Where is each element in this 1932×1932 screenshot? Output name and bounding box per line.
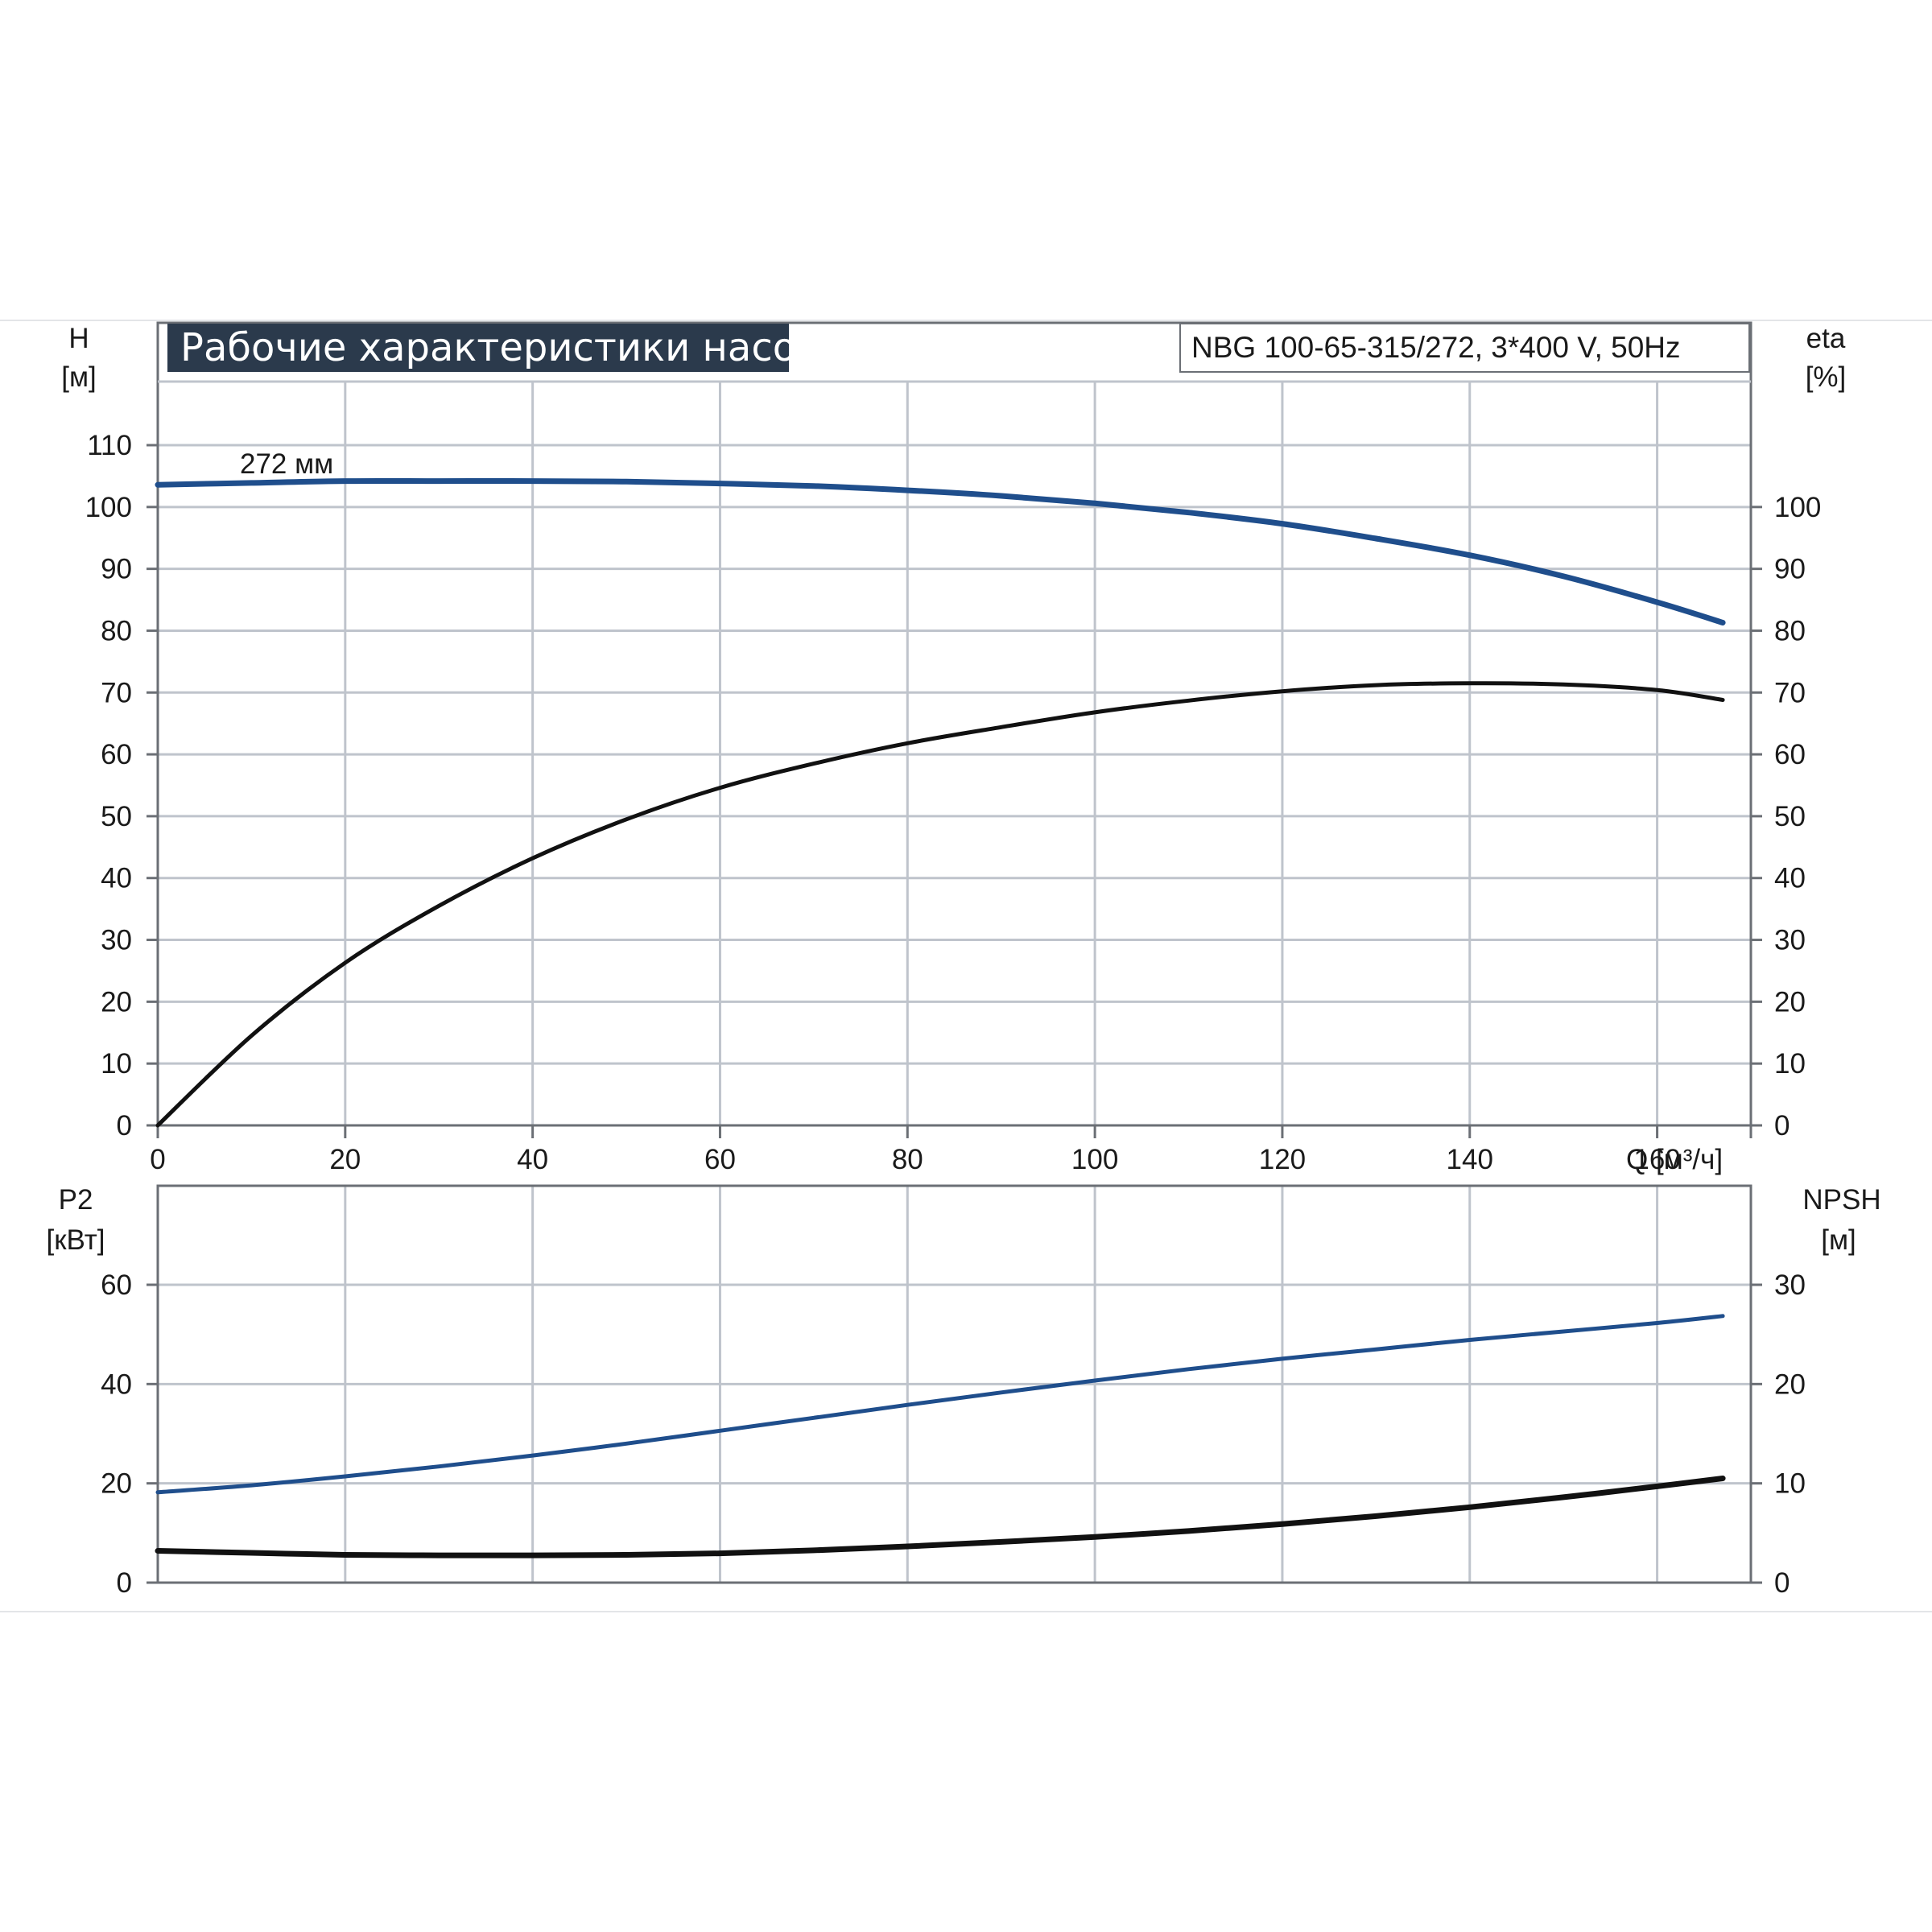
lower-grid	[158, 1186, 1752, 1583]
upper-left-tick-label: 40	[101, 863, 132, 894]
lower-right-axis-unit: [м]	[1821, 1224, 1856, 1256]
upper-right-tick-label: 50	[1774, 801, 1806, 832]
upper-left-tick-label: 70	[101, 677, 132, 708]
x-tick-label: 20	[329, 1144, 361, 1175]
model-label-box	[1179, 323, 1750, 373]
x-axis-ticks: 0 20 40 60 80 100 120 140 160	[150, 1125, 1752, 1175]
curve-annotation: 272 мм	[240, 448, 333, 480]
upper-left-tick-label: 50	[101, 801, 132, 832]
efficiency-curve	[155, 681, 1725, 1128]
upper-right-tick-label: 0	[1774, 1110, 1790, 1141]
x-axis-label: Q [м³/ч]	[1626, 1144, 1723, 1175]
npsh-curve	[155, 1476, 1726, 1558]
lower-left-axis-unit: [кВт]	[47, 1224, 105, 1256]
lower-left-tick-label: 20	[101, 1468, 132, 1500]
x-tick-label: 100	[1071, 1144, 1118, 1175]
upper-right-tick-label: 10	[1774, 1048, 1806, 1080]
upper-left-tick-label: 20	[101, 986, 132, 1018]
upper-right-tick-label: 20	[1774, 986, 1806, 1018]
x-tick-label: 140	[1447, 1144, 1493, 1175]
upper-right-tick-label: 30	[1774, 925, 1806, 956]
chart-title: Рабочие характеристики насоса	[180, 325, 841, 370]
lower-left-tick-label: 60	[101, 1269, 132, 1301]
upper-right-tick-label: 100	[1774, 492, 1821, 523]
upper-left-tick-label: 80	[101, 615, 132, 646]
x-tick-label: 160	[1633, 1144, 1680, 1175]
upper-right-axis-label: eta	[1806, 323, 1846, 354]
lower-left-axis-label: P2	[59, 1184, 93, 1216]
x-tick-label: 120	[1259, 1144, 1306, 1175]
model-label: NBG 100-65-315/272, 3*400 V, 50Hz	[1191, 331, 1681, 364]
upper-left-tick-label: 110	[87, 430, 132, 461]
lower-left-axis-ticks: 0 20 40 60	[101, 1269, 158, 1599]
x-tick-label: 80	[892, 1144, 923, 1175]
upper-left-tick-label: 0	[117, 1110, 132, 1141]
upper-left-axis-ticks: 0 10 20 30 40 50 60 70 80 90 100 110	[85, 430, 158, 1141]
upper-grid	[158, 382, 1752, 1125]
upper-curves	[155, 477, 1726, 1128]
upper-right-tick-label: 90	[1774, 554, 1806, 585]
upper-right-tick-label: 70	[1774, 677, 1806, 708]
x-tick-label: 40	[517, 1144, 548, 1175]
lower-curves	[155, 1314, 1726, 1558]
upper-right-axis-ticks: 0 10 20 30 40 50 60 70 80 90 100	[1751, 492, 1821, 1141]
upper-right-axis-unit: [%]	[1806, 361, 1847, 393]
lower-right-tick-label: 20	[1774, 1368, 1806, 1400]
chart-title-box	[167, 324, 789, 372]
lower-right-axis-label: NPSH	[1802, 1184, 1880, 1216]
upper-left-tick-label: 10	[101, 1048, 132, 1080]
upper-plot-frame	[156, 321, 1752, 1127]
lower-right-tick-label: 0	[1774, 1567, 1790, 1599]
power-curve	[155, 1314, 1725, 1495]
upper-left-tick-label: 30	[101, 925, 132, 956]
upper-left-tick-label: 90	[101, 554, 132, 585]
lower-right-tick-label: 10	[1774, 1468, 1806, 1500]
lower-right-tick-label: 30	[1774, 1269, 1806, 1301]
upper-left-tick-label: 100	[85, 492, 132, 523]
lower-left-tick-label: 0	[117, 1567, 132, 1599]
upper-left-axis-label: H	[68, 323, 89, 354]
upper-right-tick-label: 80	[1774, 615, 1806, 646]
upper-left-tick-label: 60	[101, 739, 132, 770]
upper-right-tick-label: 40	[1774, 863, 1806, 894]
lower-right-axis-ticks: 0 10 20 30	[1751, 1269, 1806, 1599]
upper-right-tick-label: 60	[1774, 739, 1806, 770]
x-tick-label: 60	[704, 1144, 736, 1175]
x-tick-label: 0	[150, 1144, 165, 1175]
head-curve	[155, 477, 1726, 625]
lower-left-tick-label: 40	[101, 1368, 132, 1400]
upper-left-axis-unit: [м]	[61, 361, 97, 393]
